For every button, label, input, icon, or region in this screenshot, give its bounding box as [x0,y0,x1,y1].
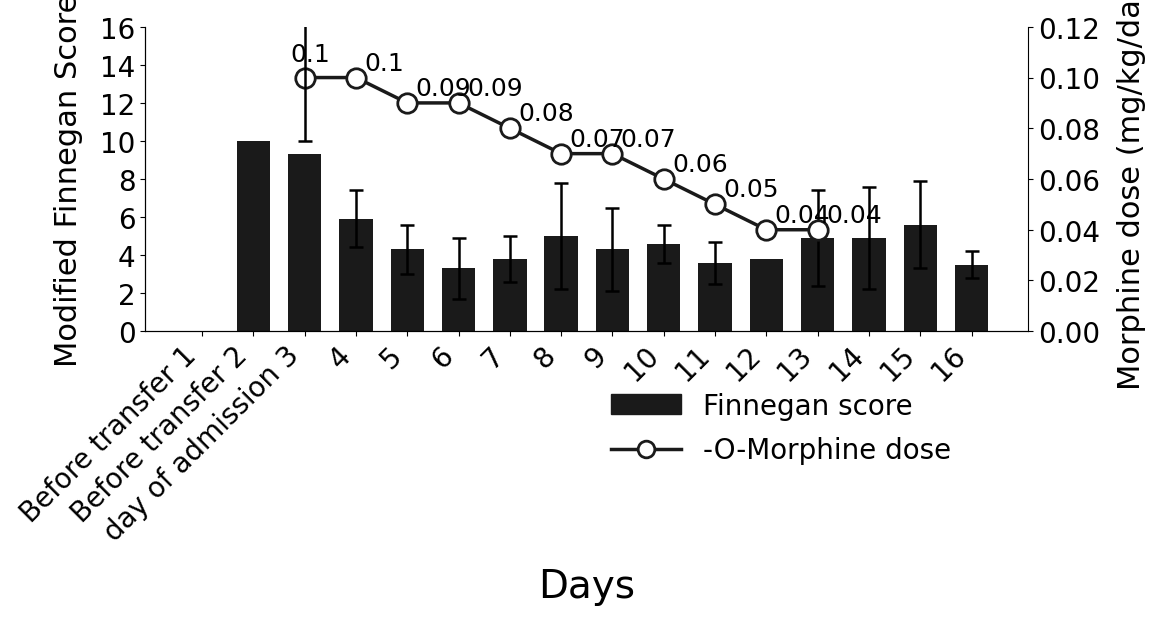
Bar [801,238,834,332]
Bar [647,244,680,332]
Y-axis label: Morphine dose (mg/kg/day): Morphine dose (mg/kg/day) [1117,0,1146,390]
Bar [698,263,731,332]
Text: 0.09: 0.09 [467,77,522,101]
Bar [390,250,424,332]
Bar [954,265,988,332]
Bar [442,269,475,332]
Bar [544,236,578,332]
Text: 0.07: 0.07 [621,128,676,152]
Text: 0.06: 0.06 [672,153,727,177]
Bar [237,142,270,332]
Bar [339,220,372,332]
Bar [288,155,321,332]
Text: 0.04: 0.04 [774,203,830,228]
Text: 0.1: 0.1 [364,52,404,75]
Text: 0.09: 0.09 [415,77,471,101]
Bar [493,259,526,332]
X-axis label: Days: Days [538,567,634,605]
Y-axis label: Modified Finnegan Score: Modified Finnegan Score [55,0,84,366]
Text: 0.1: 0.1 [290,43,330,67]
Bar [903,225,937,332]
Text: 0.04: 0.04 [825,203,881,228]
Legend: Finnegan score, -O-Morphine dose: Finnegan score, -O-Morphine dose [600,381,962,476]
Text: 0.07: 0.07 [569,128,625,152]
Bar [595,250,629,332]
Text: 0.08: 0.08 [518,102,574,126]
Bar [852,238,885,332]
Bar [749,259,783,332]
Text: 0.05: 0.05 [723,178,779,202]
